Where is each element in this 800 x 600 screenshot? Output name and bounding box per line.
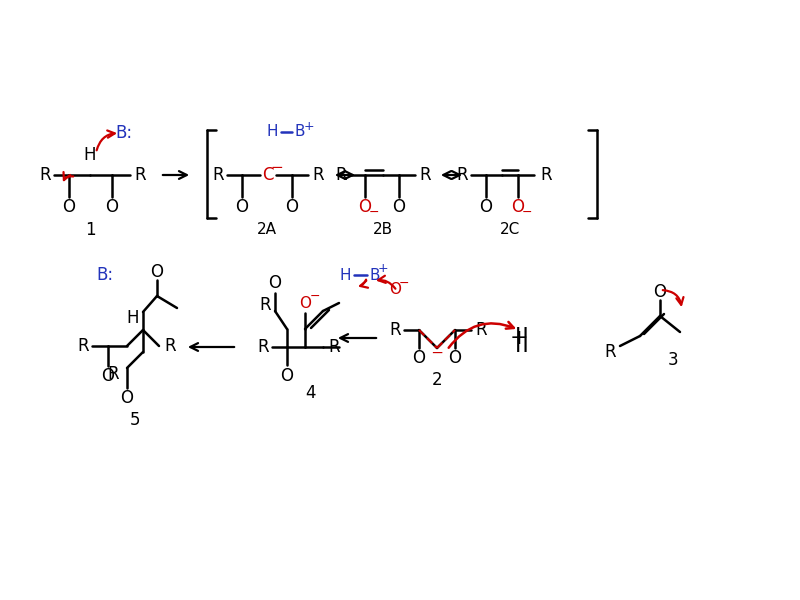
- Text: O: O: [121, 389, 134, 407]
- Text: −: −: [270, 160, 283, 175]
- Text: H: H: [339, 268, 350, 283]
- Text: R: R: [456, 166, 468, 184]
- Text: +: +: [304, 119, 314, 133]
- Text: 2A: 2A: [257, 223, 277, 238]
- Text: O: O: [62, 198, 75, 216]
- Text: O: O: [358, 198, 371, 216]
- Text: O: O: [299, 295, 311, 311]
- Text: R: R: [389, 321, 401, 339]
- Text: O: O: [389, 283, 401, 298]
- Text: R: R: [77, 337, 89, 355]
- Text: −: −: [398, 277, 410, 289]
- Text: R: R: [257, 338, 269, 356]
- Text: 1: 1: [85, 221, 95, 239]
- Text: O: O: [654, 283, 666, 301]
- Text: −: −: [310, 289, 320, 302]
- Text: ─: ─: [433, 346, 442, 361]
- Text: R: R: [164, 337, 176, 355]
- Text: −: −: [522, 205, 532, 218]
- Text: R: R: [212, 166, 224, 184]
- Text: 2B: 2B: [373, 223, 393, 238]
- Text: +: +: [510, 328, 528, 348]
- Text: 3: 3: [668, 351, 678, 369]
- Text: R: R: [540, 166, 552, 184]
- Text: O: O: [281, 367, 294, 385]
- Text: O: O: [393, 198, 406, 216]
- Text: O: O: [479, 198, 493, 216]
- Text: R: R: [107, 365, 119, 383]
- Text: ||: ||: [514, 328, 530, 352]
- Text: O: O: [150, 263, 163, 281]
- Text: H: H: [266, 124, 278, 139]
- Text: R: R: [604, 343, 616, 361]
- Text: O: O: [511, 198, 525, 216]
- Text: R: R: [259, 296, 271, 314]
- Text: R: R: [335, 166, 347, 184]
- Text: B:: B:: [97, 266, 114, 284]
- Text: 4: 4: [305, 384, 315, 402]
- Text: R: R: [39, 166, 51, 184]
- Text: +: +: [378, 263, 388, 275]
- Text: R: R: [134, 166, 146, 184]
- Text: H: H: [126, 309, 139, 327]
- Text: O: O: [102, 367, 114, 385]
- Text: H: H: [84, 146, 96, 164]
- Text: O: O: [449, 349, 462, 367]
- Text: O: O: [286, 198, 298, 216]
- Text: R: R: [328, 338, 340, 356]
- Text: O: O: [413, 349, 426, 367]
- Text: 5: 5: [130, 411, 140, 429]
- Text: B: B: [294, 124, 306, 139]
- Text: O: O: [106, 198, 118, 216]
- Text: 2: 2: [432, 371, 442, 389]
- Text: R: R: [312, 166, 324, 184]
- Text: O: O: [269, 274, 282, 292]
- Text: B: B: [370, 268, 380, 283]
- Text: R: R: [419, 166, 431, 184]
- Text: R: R: [475, 321, 487, 339]
- Text: C: C: [262, 166, 274, 184]
- Text: −: −: [369, 205, 379, 218]
- Text: O: O: [235, 198, 249, 216]
- Text: 2C: 2C: [500, 223, 520, 238]
- Text: B:: B:: [115, 124, 133, 142]
